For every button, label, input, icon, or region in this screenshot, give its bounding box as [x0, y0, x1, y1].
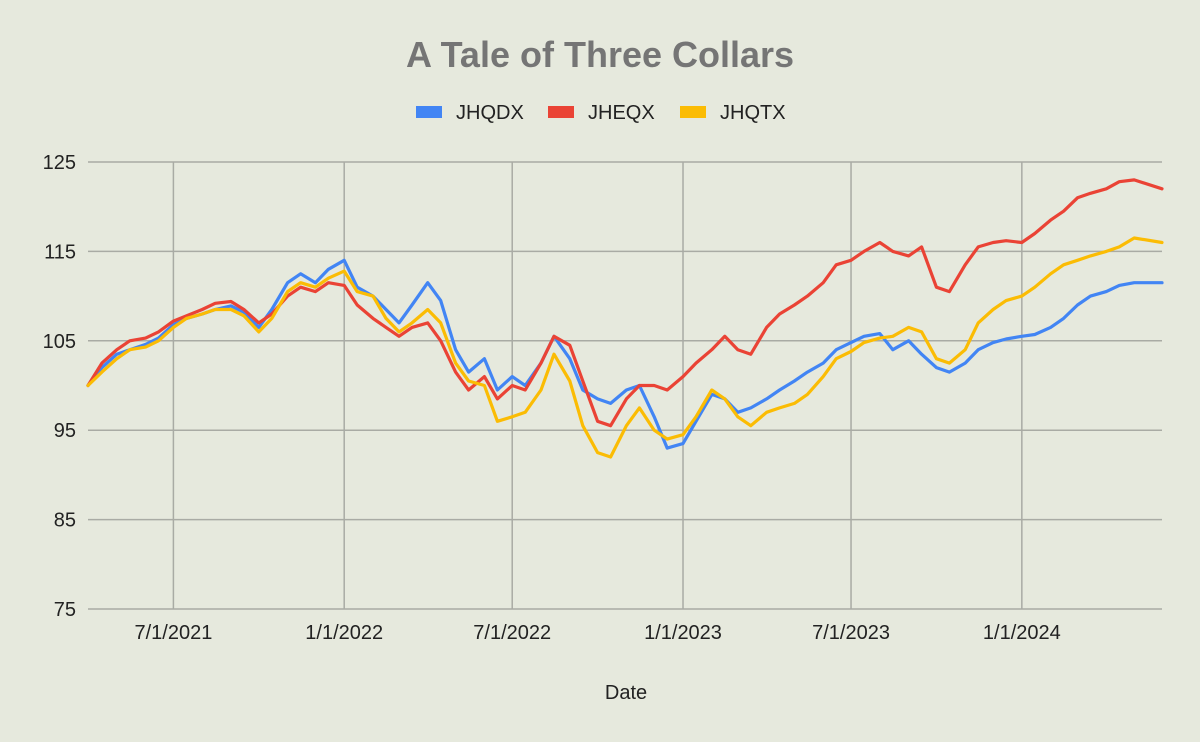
legend-label: JHEQX: [588, 102, 655, 124]
legend-swatch: [416, 106, 442, 118]
x-tick-label: 7/1/2022: [473, 622, 551, 644]
legend-label: JHQDX: [456, 102, 524, 124]
y-tick-label: 115: [44, 241, 76, 263]
series-line-jheqx: [86, 178, 1164, 428]
x-tick-label: 7/1/2021: [134, 622, 212, 644]
x-tick-label: 1/1/2024: [983, 622, 1061, 644]
legend-item-jheqx[interactable]: JHEQX: [548, 102, 655, 124]
x-tick-label: 1/1/2022: [305, 622, 383, 644]
y-tick-label: 75: [54, 599, 76, 621]
y-axis-ticks: 75 85 95 105 115 125: [43, 152, 76, 621]
y-tick-label: 95: [54, 420, 76, 442]
y-tick-label: 85: [54, 510, 76, 532]
x-axis-ticks: 7/1/2021 1/1/2022 7/1/2022 1/1/2023 7/1/2023…: [134, 622, 1060, 644]
series-layer: [86, 178, 1164, 459]
legend-swatch: [548, 106, 574, 118]
x-tick-label: 7/1/2023: [812, 622, 890, 644]
y-tick-label: 105: [43, 331, 76, 353]
legend: JHQDX JHEQX JHQTX: [416, 102, 786, 124]
x-axis-title: Date: [605, 682, 647, 704]
chart-title: A Tale of Three Collars: [406, 34, 794, 75]
gridlines: [88, 161, 1162, 610]
x-tick-label: 1/1/2023: [644, 622, 722, 644]
legend-item-jhqtx[interactable]: JHQTX: [680, 102, 786, 124]
series-line-jhqtx: [86, 236, 1164, 459]
legend-item-jhqdx[interactable]: JHQDX: [416, 102, 524, 124]
legend-label: JHQTX: [720, 102, 786, 124]
legend-swatch: [680, 106, 706, 118]
y-tick-label: 125: [43, 152, 76, 174]
